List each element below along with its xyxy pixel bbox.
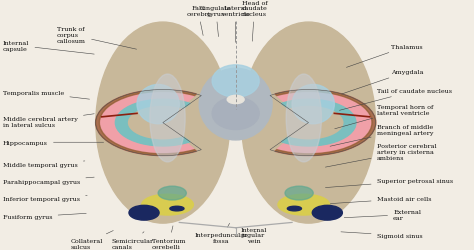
Wedge shape	[115, 100, 190, 146]
Ellipse shape	[170, 206, 184, 211]
Text: Semicircular
canals: Semicircular canals	[111, 232, 153, 249]
Text: Temporalis muscle: Temporalis muscle	[3, 91, 90, 100]
Ellipse shape	[199, 69, 272, 140]
Text: Temporal horn of
lateral ventricle: Temporal horn of lateral ventricle	[335, 104, 433, 129]
Ellipse shape	[292, 85, 334, 124]
Ellipse shape	[96, 23, 230, 223]
Ellipse shape	[212, 66, 259, 98]
Text: Falx
cerebri: Falx cerebri	[186, 6, 210, 36]
Ellipse shape	[212, 98, 259, 130]
Text: Superior petrosal sinus: Superior petrosal sinus	[325, 178, 453, 188]
Ellipse shape	[287, 206, 301, 211]
Ellipse shape	[285, 186, 313, 200]
Text: Posterior cerebral
artery in cisterna
ambiens: Posterior cerebral artery in cisterna am…	[325, 144, 436, 168]
Text: Collateral
sulcus: Collateral sulcus	[70, 230, 113, 249]
Text: Inferior temporal gyrus: Inferior temporal gyrus	[3, 196, 87, 202]
Text: Sigmoid sinus: Sigmoid sinus	[341, 232, 422, 238]
Text: Middle temporal gyrus: Middle temporal gyrus	[3, 161, 85, 167]
Wedge shape	[96, 90, 196, 156]
Text: Internal
jugular
vein: Internal jugular vein	[240, 227, 267, 243]
Ellipse shape	[137, 85, 179, 124]
Ellipse shape	[242, 23, 375, 223]
Text: Fusiform gyrus: Fusiform gyrus	[3, 214, 86, 220]
Wedge shape	[275, 90, 376, 156]
Ellipse shape	[142, 194, 193, 215]
Text: Lateral
ventricle: Lateral ventricle	[221, 6, 250, 43]
Text: Tail of caudate nucleus: Tail of caudate nucleus	[339, 89, 452, 111]
Ellipse shape	[278, 194, 329, 215]
Ellipse shape	[150, 75, 185, 162]
Text: Interpeduncular
fossa: Interpeduncular fossa	[195, 223, 248, 243]
Text: Mastoid air cells: Mastoid air cells	[328, 196, 431, 204]
Ellipse shape	[286, 75, 321, 162]
Ellipse shape	[158, 186, 186, 200]
Text: Middle cerebral artery
in lateral sulcus: Middle cerebral artery in lateral sulcus	[3, 114, 94, 127]
Text: Amygdala: Amygdala	[342, 70, 423, 94]
Text: Thalamus: Thalamus	[346, 45, 422, 68]
Circle shape	[129, 206, 159, 220]
Text: Trunk of
corpus
callosum: Trunk of corpus callosum	[57, 27, 137, 50]
Wedge shape	[281, 100, 356, 146]
Wedge shape	[275, 90, 376, 156]
Text: Tentorium
cerebelli: Tentorium cerebelli	[152, 226, 185, 249]
Text: Internal
capsule: Internal capsule	[3, 40, 94, 55]
Text: Cingulate
gyrus: Cingulate gyrus	[200, 6, 232, 38]
Circle shape	[312, 206, 342, 220]
Text: Branch of middle
meningeal artery: Branch of middle meningeal artery	[330, 125, 433, 147]
Wedge shape	[96, 90, 196, 156]
Text: External
ear: External ear	[344, 209, 421, 220]
Text: Hippocampus: Hippocampus	[3, 140, 104, 145]
Circle shape	[227, 96, 244, 104]
Text: Parahippocampal gyrus: Parahippocampal gyrus	[3, 178, 94, 184]
Text: Head of
caudate
nucleus: Head of caudate nucleus	[242, 1, 267, 42]
